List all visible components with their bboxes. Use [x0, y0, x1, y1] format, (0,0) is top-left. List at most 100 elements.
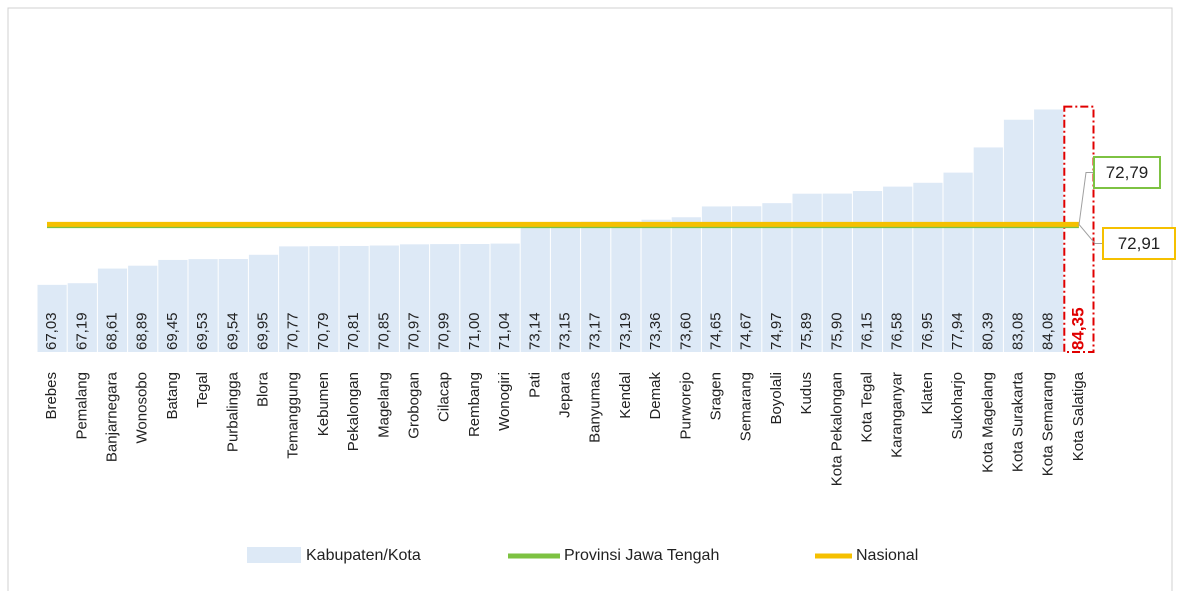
x-tick-label: Karanganyar: [889, 372, 906, 458]
callout-leader: [1078, 172, 1094, 226]
bar: [399, 244, 430, 352]
bar: [883, 186, 913, 352]
value-label: 69,54: [224, 312, 241, 350]
x-tick-label: Jepara: [556, 371, 573, 418]
x-tick-label: Kota Tegal: [858, 372, 875, 443]
value-label: 73,15: [556, 312, 573, 350]
value-label: 84,35: [1068, 307, 1087, 350]
bar: [671, 217, 701, 352]
value-label: 71,04: [496, 312, 513, 350]
x-tick-label: Pekalongan: [345, 372, 362, 451]
value-label: 74,97: [768, 312, 785, 350]
bar: [309, 246, 339, 352]
bar: [279, 246, 309, 352]
x-tick-label: Rembang: [466, 372, 483, 437]
callout-box: [1102, 227, 1176, 260]
x-tick-label: Cilacap: [436, 372, 453, 422]
x-tick-label: Banyumas: [587, 372, 604, 443]
value-label: 71,00: [466, 312, 483, 350]
value-label: 75,89: [798, 312, 815, 350]
bar: [1063, 105, 1095, 353]
bar: [792, 193, 822, 352]
bar: [369, 245, 399, 352]
bar: [37, 284, 67, 352]
x-tick-label: Purbalingga: [224, 371, 241, 452]
bar: [248, 254, 279, 352]
value-label: 69,45: [164, 312, 181, 350]
bar: [430, 244, 460, 352]
callout-label: 72,91: [1118, 234, 1161, 253]
x-tick-label: Kendal: [617, 372, 634, 419]
x-tick-label: Boyolali: [768, 372, 785, 425]
x-tick-label: Semarang: [738, 372, 755, 441]
bar: [852, 191, 883, 352]
bar: [158, 259, 188, 352]
value-label: 80,39: [979, 312, 996, 350]
bar: [128, 265, 158, 352]
bar: [218, 259, 248, 352]
value-label: 74,65: [707, 312, 724, 350]
bar: [550, 221, 581, 352]
value-label: 73,60: [677, 312, 694, 350]
legend-label: Kabupaten/Kota: [306, 547, 421, 564]
bar: [701, 206, 732, 352]
x-tick-label: Wonogiri: [496, 372, 513, 431]
x-tick-label: Purworejo: [677, 372, 694, 440]
x-tick-label: Pemalang: [73, 372, 90, 440]
x-tick-label: Demak: [647, 372, 664, 420]
bar: [460, 244, 490, 352]
value-label: 76,15: [858, 312, 875, 350]
x-tick-label: Sragen: [707, 372, 724, 420]
bar: [641, 219, 671, 352]
value-label: 70,97: [405, 312, 422, 350]
chart-frame: [7, 7, 1173, 591]
value-label: 67,03: [43, 312, 60, 350]
value-label: 67,19: [73, 312, 90, 350]
x-tick-label: Kebumen: [315, 372, 332, 436]
bar: [611, 221, 641, 352]
callout-box: [1093, 156, 1161, 189]
x-tick-label: Magelang: [375, 372, 392, 438]
value-label: 77,94: [949, 312, 966, 350]
value-label: 70,81: [345, 312, 362, 350]
x-tick-label: Kota Pekalongan: [828, 372, 845, 486]
x-tick-label: Blora: [254, 371, 271, 407]
x-tick-label: Klaten: [919, 372, 936, 415]
value-label: 69,95: [254, 312, 271, 350]
value-label: 70,77: [285, 312, 302, 350]
value-label: 68,61: [103, 312, 120, 350]
x-tick-label: Kota Magelang: [979, 372, 996, 473]
legend-label: Nasional: [856, 547, 918, 564]
x-tick-label: Wonosobo: [134, 372, 151, 443]
bar: [67, 283, 97, 352]
value-label: 70,99: [436, 312, 453, 350]
x-tick-label: Banjarnegara: [103, 371, 120, 462]
bar: [913, 182, 943, 352]
x-tick-label: Brebes: [43, 372, 60, 420]
value-label: 75,90: [828, 312, 845, 350]
bar: [1034, 109, 1064, 352]
value-label: 73,17: [587, 312, 604, 350]
bar: [490, 243, 520, 352]
bar: [973, 147, 1003, 352]
bar: [581, 221, 611, 352]
x-tick-label: Kota Semarang: [1040, 372, 1057, 476]
value-label: 73,36: [647, 312, 664, 350]
x-tick-label: Kudus: [798, 372, 815, 415]
x-tick-label: Grobogan: [405, 372, 422, 439]
bar: [732, 206, 762, 352]
callout-leader: [1078, 224, 1103, 244]
value-label: 74,67: [738, 312, 755, 350]
bar: [188, 259, 218, 352]
x-tick-label: Temanggung: [285, 372, 302, 459]
value-label: 73,19: [617, 312, 634, 350]
x-tick-label: Batang: [164, 372, 181, 420]
value-label: 70,85: [375, 312, 392, 350]
value-label: 69,53: [194, 312, 211, 350]
x-tick-label: Pati: [526, 372, 543, 398]
legend-swatch: [247, 547, 301, 563]
bar: [520, 221, 550, 352]
bar: [822, 193, 852, 352]
value-label: 68,89: [134, 312, 151, 350]
